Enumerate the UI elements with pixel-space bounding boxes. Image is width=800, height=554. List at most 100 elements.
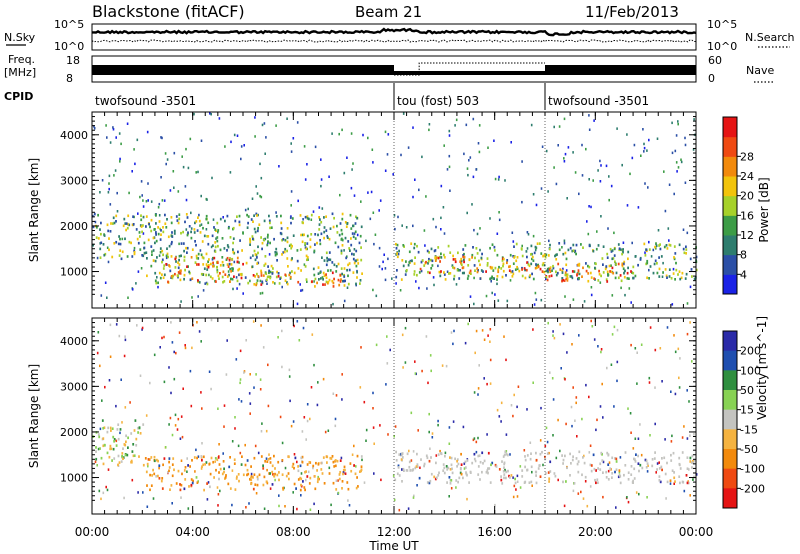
- data-cell: [569, 275, 572, 278]
- data-cell: [393, 435, 395, 438]
- data-cell: [207, 265, 210, 269]
- data-cell: [616, 127, 618, 130]
- data-cell: [570, 405, 573, 409]
- data-cell: [475, 450, 478, 454]
- data-cell: [260, 283, 263, 286]
- data-cell: [348, 504, 351, 507]
- data-cell: [571, 276, 574, 280]
- data-cell: [263, 122, 266, 125]
- data-cell: [256, 279, 259, 282]
- data-cell: [99, 447, 101, 450]
- data-cell: [613, 247, 616, 251]
- data-cell: [321, 207, 324, 210]
- data-cell: [681, 271, 684, 275]
- data-cell: [440, 184, 443, 188]
- data-cell: [548, 451, 550, 455]
- data-cell: [150, 200, 153, 203]
- data-cell: [180, 269, 182, 272]
- data-cell: [365, 439, 367, 442]
- data-cell: [502, 470, 505, 473]
- data-cell: [595, 247, 598, 251]
- data-cell: [558, 248, 561, 252]
- data-cell: [425, 454, 428, 458]
- data-cell: [300, 494, 302, 497]
- data-cell: [202, 226, 204, 230]
- data-cell: [123, 354, 126, 358]
- data-cell: [157, 459, 159, 463]
- data-cell: [572, 151, 574, 154]
- data-cell: [332, 285, 335, 288]
- data-cell: [654, 386, 656, 389]
- data-cell: [305, 247, 308, 251]
- data-cell: [431, 259, 434, 263]
- data-cell: [200, 223, 203, 226]
- data-cell: [130, 241, 132, 245]
- y-tick-label: 1000: [60, 266, 88, 279]
- data-cell: [146, 505, 149, 508]
- data-cell: [532, 234, 535, 238]
- data-cell: [685, 252, 687, 255]
- data-cell: [346, 222, 349, 225]
- data-cell: [148, 458, 151, 461]
- data-cell: [108, 237, 110, 240]
- data-cell: [632, 479, 634, 483]
- data-cell: [307, 470, 310, 474]
- data-cell: [260, 274, 263, 277]
- data-cell: [463, 255, 466, 259]
- data-cell: [529, 457, 532, 461]
- data-cell: [178, 217, 181, 221]
- data-cell: [347, 282, 350, 286]
- data-cell: [692, 461, 695, 465]
- data-cell: [278, 478, 280, 482]
- data-cell: [690, 461, 693, 464]
- data-cell: [408, 465, 411, 469]
- data-cell: [330, 457, 333, 460]
- data-cell: [620, 286, 622, 290]
- data-cell: [567, 146, 570, 149]
- data-cell: [221, 237, 224, 240]
- data-cell: [652, 271, 655, 275]
- data-cell: [237, 250, 239, 254]
- data-cell: [299, 464, 302, 468]
- data-cell: [218, 471, 220, 474]
- data-cell: [507, 469, 509, 473]
- data-cell: [567, 248, 570, 252]
- data-cell: [356, 216, 358, 220]
- data-cell: [421, 369, 423, 373]
- colorbar-tick-label: -100: [740, 463, 765, 476]
- data-cell: [577, 470, 580, 474]
- data-cell: [330, 503, 332, 507]
- data-cell: [320, 220, 323, 224]
- data-cell: [103, 443, 106, 447]
- data-cell: [191, 248, 194, 251]
- data-cell: [426, 481, 429, 484]
- data-cell: [420, 269, 423, 273]
- data-cell: [489, 358, 492, 362]
- data-cell: [600, 274, 602, 278]
- data-cell: [664, 438, 666, 441]
- data-cell: [672, 272, 675, 275]
- data-cell: [232, 237, 235, 240]
- data-cell: [164, 446, 167, 449]
- colorbar-swatch: [723, 468, 737, 489]
- data-cell: [189, 369, 192, 373]
- data-cell: [420, 458, 422, 461]
- data-cell: [386, 153, 389, 156]
- data-cell: [212, 261, 214, 265]
- data-cell: [205, 252, 208, 256]
- data-cell: [486, 257, 489, 260]
- data-cell: [339, 273, 342, 277]
- data-cell: [164, 222, 167, 225]
- data-cell: [367, 191, 369, 194]
- data-cell: [598, 269, 600, 273]
- data-cell: [229, 236, 232, 239]
- data-cell: [165, 162, 167, 166]
- data-cell: [199, 231, 202, 234]
- data-cell: [605, 164, 608, 168]
- data-cell: [256, 262, 259, 265]
- data-cell: [384, 169, 387, 172]
- data-cell: [284, 279, 287, 282]
- data-cell: [301, 455, 304, 459]
- data-cell: [471, 253, 474, 257]
- data-cell: [633, 477, 636, 480]
